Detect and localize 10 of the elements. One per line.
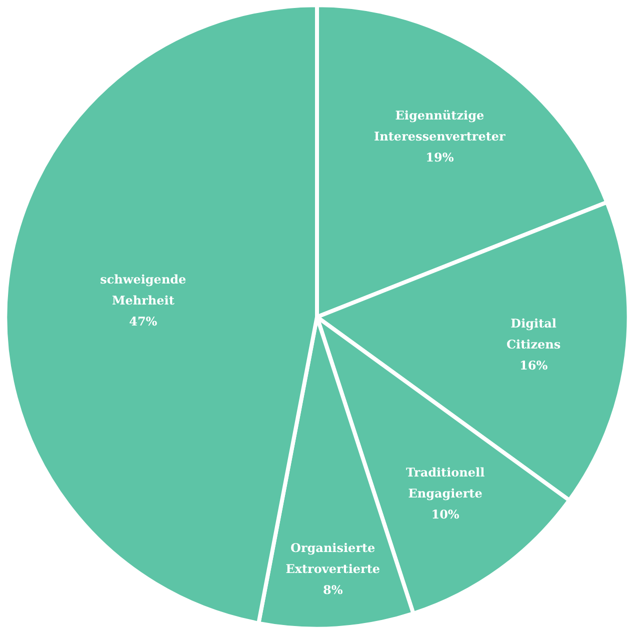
slice-label: schweigende Mehrheit (100, 272, 187, 308)
slice-label: Digital Citizens (506, 316, 561, 352)
slice-label: Eigennützige Interessenvertreter (374, 108, 506, 144)
data-label: 47% (129, 314, 158, 329)
data-label: 10% (431, 508, 460, 522)
slice-label: Organisierte Extrovertierte (286, 541, 380, 576)
data-label: 19% (426, 150, 454, 164)
data-label: 16% (520, 358, 548, 372)
slice-label: Traditionell Engagierte (406, 466, 486, 501)
data-label: 8% (322, 583, 344, 598)
